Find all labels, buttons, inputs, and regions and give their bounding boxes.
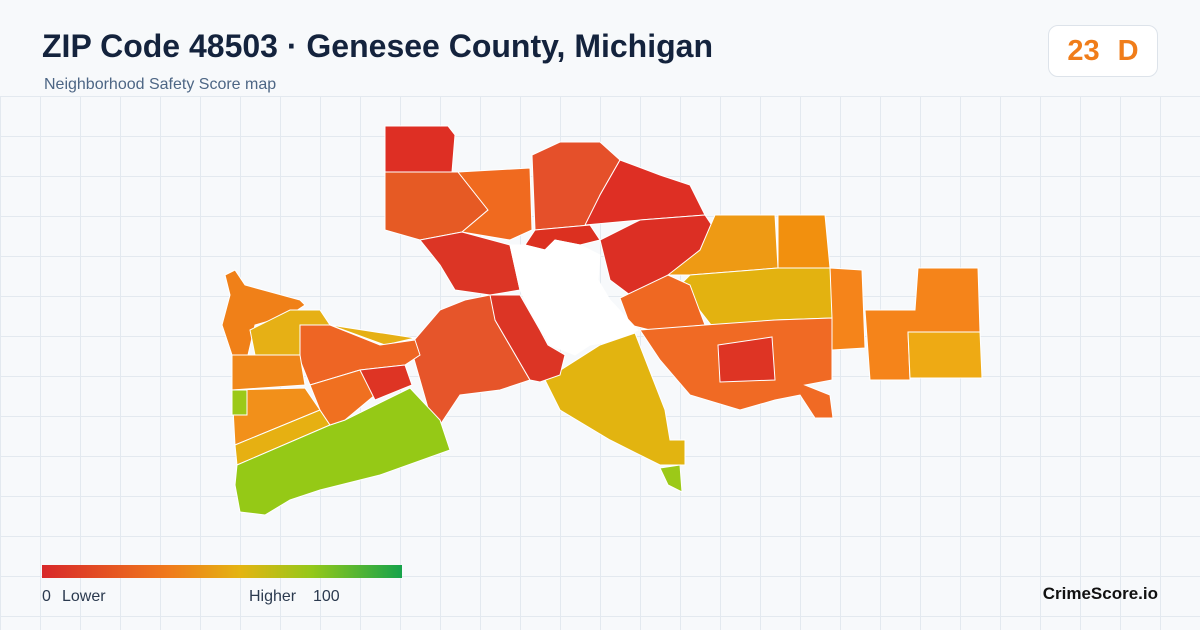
legend-max-label: Higher (249, 588, 297, 605)
area (717, 336, 776, 383)
area (231, 354, 306, 391)
header-bar (0, 0, 1200, 96)
legend-gradient (42, 565, 402, 578)
area (384, 125, 456, 173)
subtitle: Neighborhood Safety Score map (44, 76, 277, 93)
legend-min: 0 (42, 588, 51, 605)
area (231, 389, 248, 416)
area (544, 332, 686, 466)
area (299, 324, 421, 386)
area (489, 294, 566, 383)
area (907, 331, 983, 379)
hole (509, 239, 639, 356)
area (419, 231, 521, 296)
area (329, 324, 416, 346)
area (457, 167, 533, 241)
score: 23 (1067, 34, 1100, 67)
area (829, 267, 866, 351)
area (777, 214, 831, 269)
area (659, 464, 683, 493)
score-badge: 23 D (1048, 25, 1158, 77)
grade: D (1117, 34, 1139, 67)
legend-max: 100 (313, 588, 340, 605)
brand: CrimeScore.io (1042, 584, 1158, 603)
area (359, 364, 413, 401)
area (584, 159, 706, 226)
legend-min-label: Lower (62, 588, 106, 605)
title: ZIP Code 48503 · Genesee County, Michiga… (42, 28, 713, 64)
